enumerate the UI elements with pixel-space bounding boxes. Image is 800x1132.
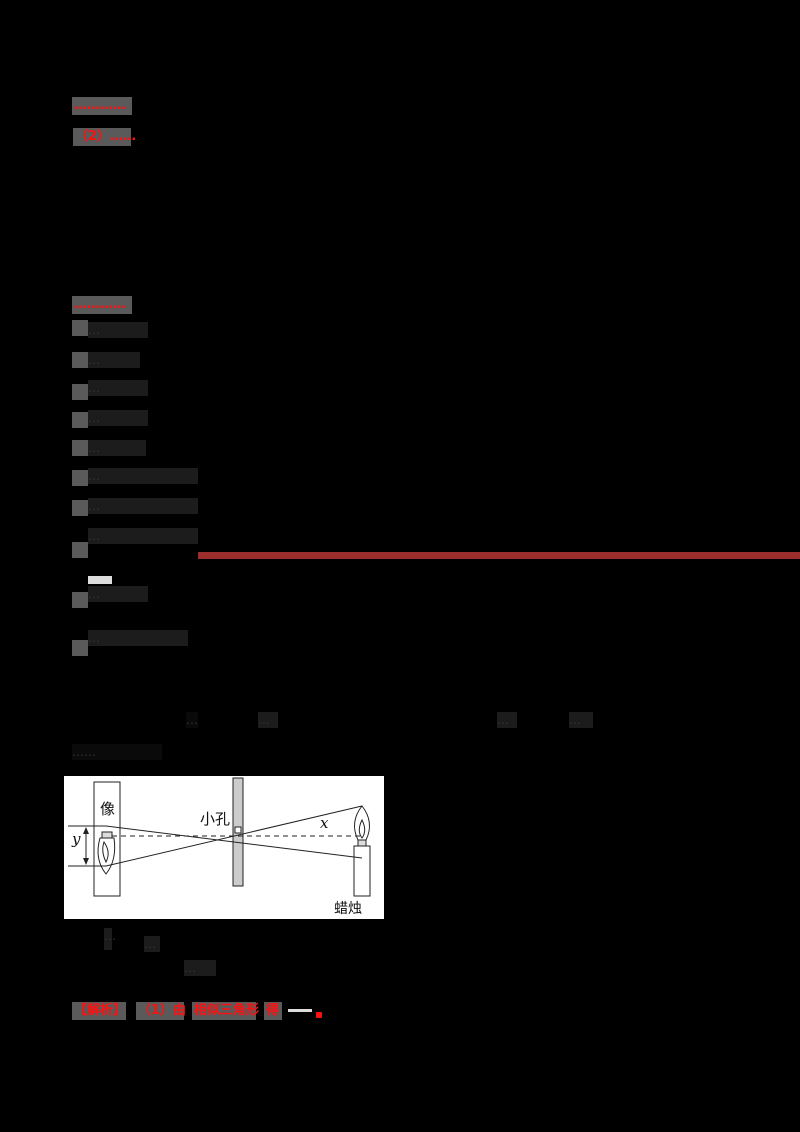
question-line2: …… [72,744,162,760]
list-item: … [88,586,148,602]
question-fragment: … [258,712,278,728]
section2-heading-a: ………… [72,296,132,314]
pinhole-diagram: 像 小孔 蜡烛 y x [64,776,384,919]
list-item: … [88,352,140,368]
label-pinhole: 小孔 [200,810,231,828]
item-marker [72,352,88,368]
item-marker [72,500,88,516]
analysis-text: 相似三角形 [192,1002,260,1020]
item-marker [72,384,88,400]
fraction-bar [288,1009,312,1012]
footer-fragment: … [104,928,116,950]
section1-heading-a: ………… [72,97,132,115]
period-mark [316,1012,322,1018]
list-item: … [88,440,146,456]
label-y: y [72,830,81,848]
item-marker [72,592,88,608]
list-item: … [88,380,148,396]
divider-line [198,552,800,559]
list-item: … [88,528,198,544]
label-x: x [320,814,329,832]
list-item: … [88,630,188,646]
footer-fragment: … [144,936,160,952]
item-marker [72,320,88,336]
list-item: … [88,468,198,484]
question-fragment: … [497,712,517,728]
section1-part: （2）…… [73,128,137,146]
footer-fragment: … [184,960,216,976]
analysis-part: （1）由 [136,1002,187,1020]
label-image: 像 [100,800,116,818]
list-item: … [88,498,198,514]
list-item: … [88,322,148,338]
analysis-label: 【解析】 [72,1002,127,1020]
item-marker [72,640,88,656]
question-fragment: … [186,712,198,728]
fraction-bar [88,576,112,584]
analysis-eq: 得 [264,1002,282,1020]
label-candle: 蜡烛 [334,901,362,917]
item-marker [72,542,88,558]
item-marker [72,440,88,456]
item-marker [72,470,88,486]
question-fragment: … [569,712,593,728]
item-marker [72,412,88,428]
list-item: … [88,410,148,426]
